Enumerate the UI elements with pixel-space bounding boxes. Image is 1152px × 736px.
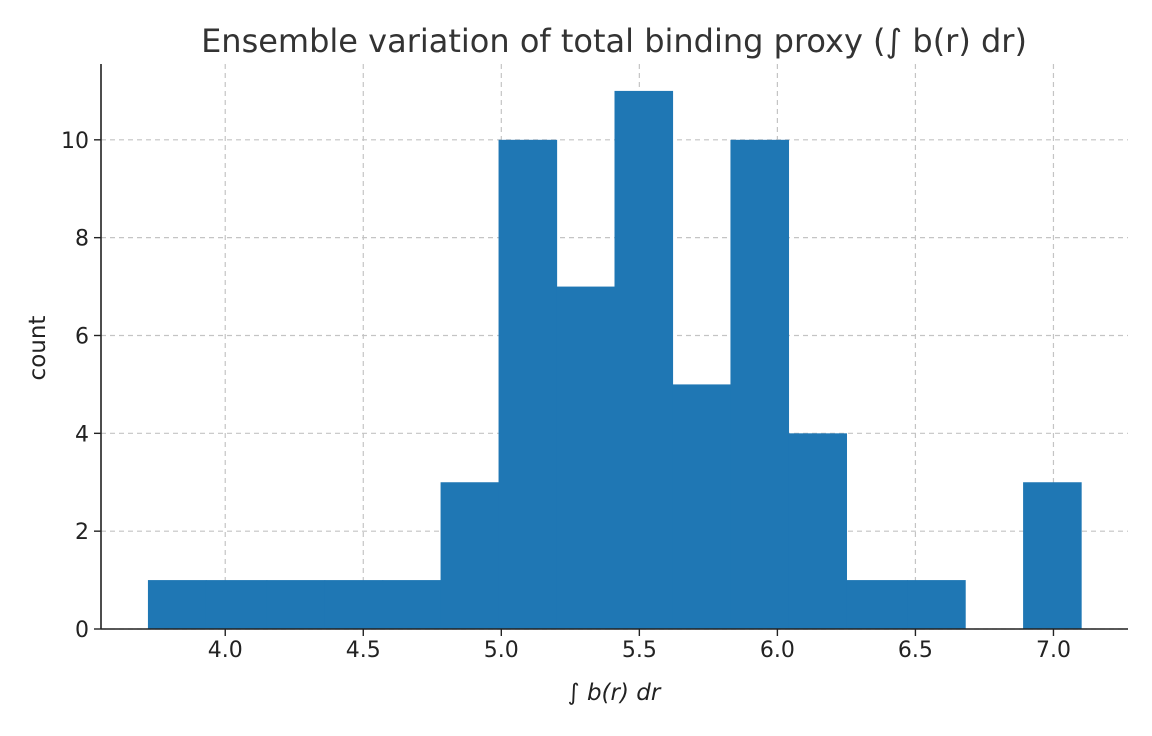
chart-title: Ensemble variation of total binding prox… <box>201 22 1027 60</box>
histogram-bar <box>730 139 790 629</box>
x-tick-label: 4.5 <box>346 638 381 663</box>
histogram-bar <box>147 580 207 629</box>
histogram-bar <box>672 384 732 629</box>
x-axis-ticks: 4.0 4.5 5.0 5.5 6.0 6.5 7.0 <box>208 629 1071 663</box>
histogram-bar <box>788 433 848 629</box>
y-axis-label: count <box>25 316 51 381</box>
y-tick-label: 6 <box>75 324 89 349</box>
histogram-bar <box>324 580 384 629</box>
x-tick-label: 5.0 <box>484 638 519 663</box>
histogram-bar <box>382 580 442 629</box>
x-tick-label: 6.0 <box>760 638 795 663</box>
x-tick-label: 6.5 <box>898 638 933 663</box>
y-axis-ticks: 0 2 4 6 8 10 <box>61 129 101 643</box>
y-tick-label: 0 <box>75 618 89 643</box>
histogram-bar <box>498 139 558 629</box>
y-tick-label: 8 <box>75 227 89 252</box>
x-tick-label: 7.0 <box>1036 638 1071 663</box>
histogram-bar <box>1023 482 1082 629</box>
histogram-bar <box>205 580 268 629</box>
histogram-bar <box>846 580 908 629</box>
histogram-bar <box>907 580 966 629</box>
histogram-bar <box>440 482 500 629</box>
x-axis-label: ∫ b(r) dr <box>568 680 662 706</box>
x-tick-label: 5.5 <box>622 638 657 663</box>
x-tick-label: 4.0 <box>208 638 243 663</box>
y-tick-label: 2 <box>75 520 89 545</box>
axes <box>100 64 1128 630</box>
histogram-bar <box>266 580 326 629</box>
histogram-bar <box>556 286 616 629</box>
y-tick-label: 10 <box>61 129 89 154</box>
y-tick-label: 4 <box>75 422 89 447</box>
histogram-bar <box>614 90 674 629</box>
histogram-bars <box>147 90 1082 629</box>
